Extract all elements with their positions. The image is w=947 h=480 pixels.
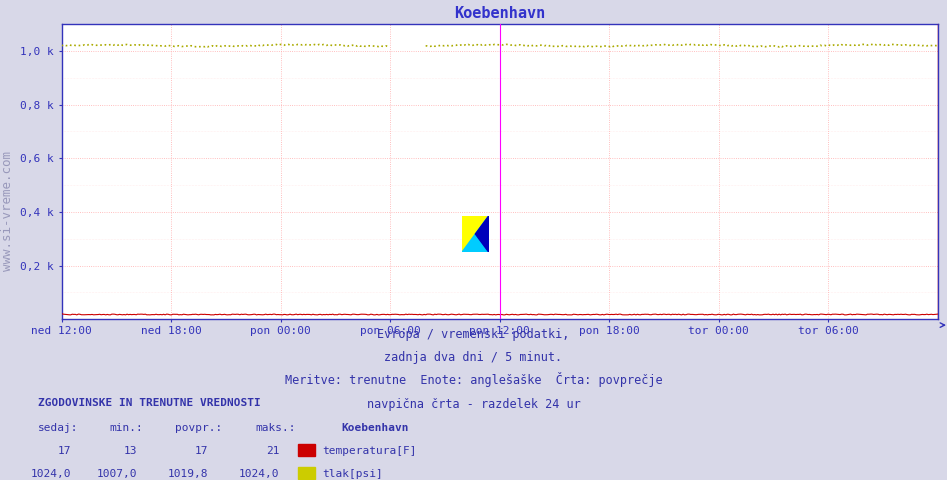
Text: ZGODOVINSKE IN TRENUTNE VREDNOSTI: ZGODOVINSKE IN TRENUTNE VREDNOSTI (38, 397, 260, 408)
Polygon shape (462, 216, 489, 252)
Text: 17: 17 (195, 445, 208, 456)
Text: navpična črta - razdelek 24 ur: navpična črta - razdelek 24 ur (366, 397, 581, 410)
Text: 13: 13 (124, 445, 137, 456)
Text: 1007,0: 1007,0 (97, 468, 137, 479)
Text: zadnja dva dni / 5 minut.: zadnja dva dni / 5 minut. (384, 351, 563, 364)
Text: 1024,0: 1024,0 (30, 468, 71, 479)
Text: 17: 17 (58, 445, 71, 456)
Text: Evropa / vremenski podatki,: Evropa / vremenski podatki, (377, 328, 570, 341)
Text: 21: 21 (266, 445, 279, 456)
Polygon shape (475, 216, 489, 252)
Text: 1019,8: 1019,8 (168, 468, 208, 479)
Text: Koebenhavn: Koebenhavn (341, 422, 408, 432)
Text: min.:: min.: (109, 422, 143, 432)
Text: tlak[psi]: tlak[psi] (322, 468, 383, 479)
Polygon shape (462, 216, 489, 252)
Text: www.si-vreme.com: www.si-vreme.com (1, 151, 14, 271)
Text: maks.:: maks.: (256, 422, 296, 432)
Text: temperatura[F]: temperatura[F] (322, 445, 417, 456)
Title: Koebenhavn: Koebenhavn (454, 6, 545, 22)
Text: povpr.:: povpr.: (175, 422, 223, 432)
Text: sedaj:: sedaj: (38, 422, 79, 432)
Text: Meritve: trenutne  Enote: anglešaške  Črta: povprečje: Meritve: trenutne Enote: anglešaške Črta… (285, 372, 662, 387)
Text: 1024,0: 1024,0 (239, 468, 279, 479)
